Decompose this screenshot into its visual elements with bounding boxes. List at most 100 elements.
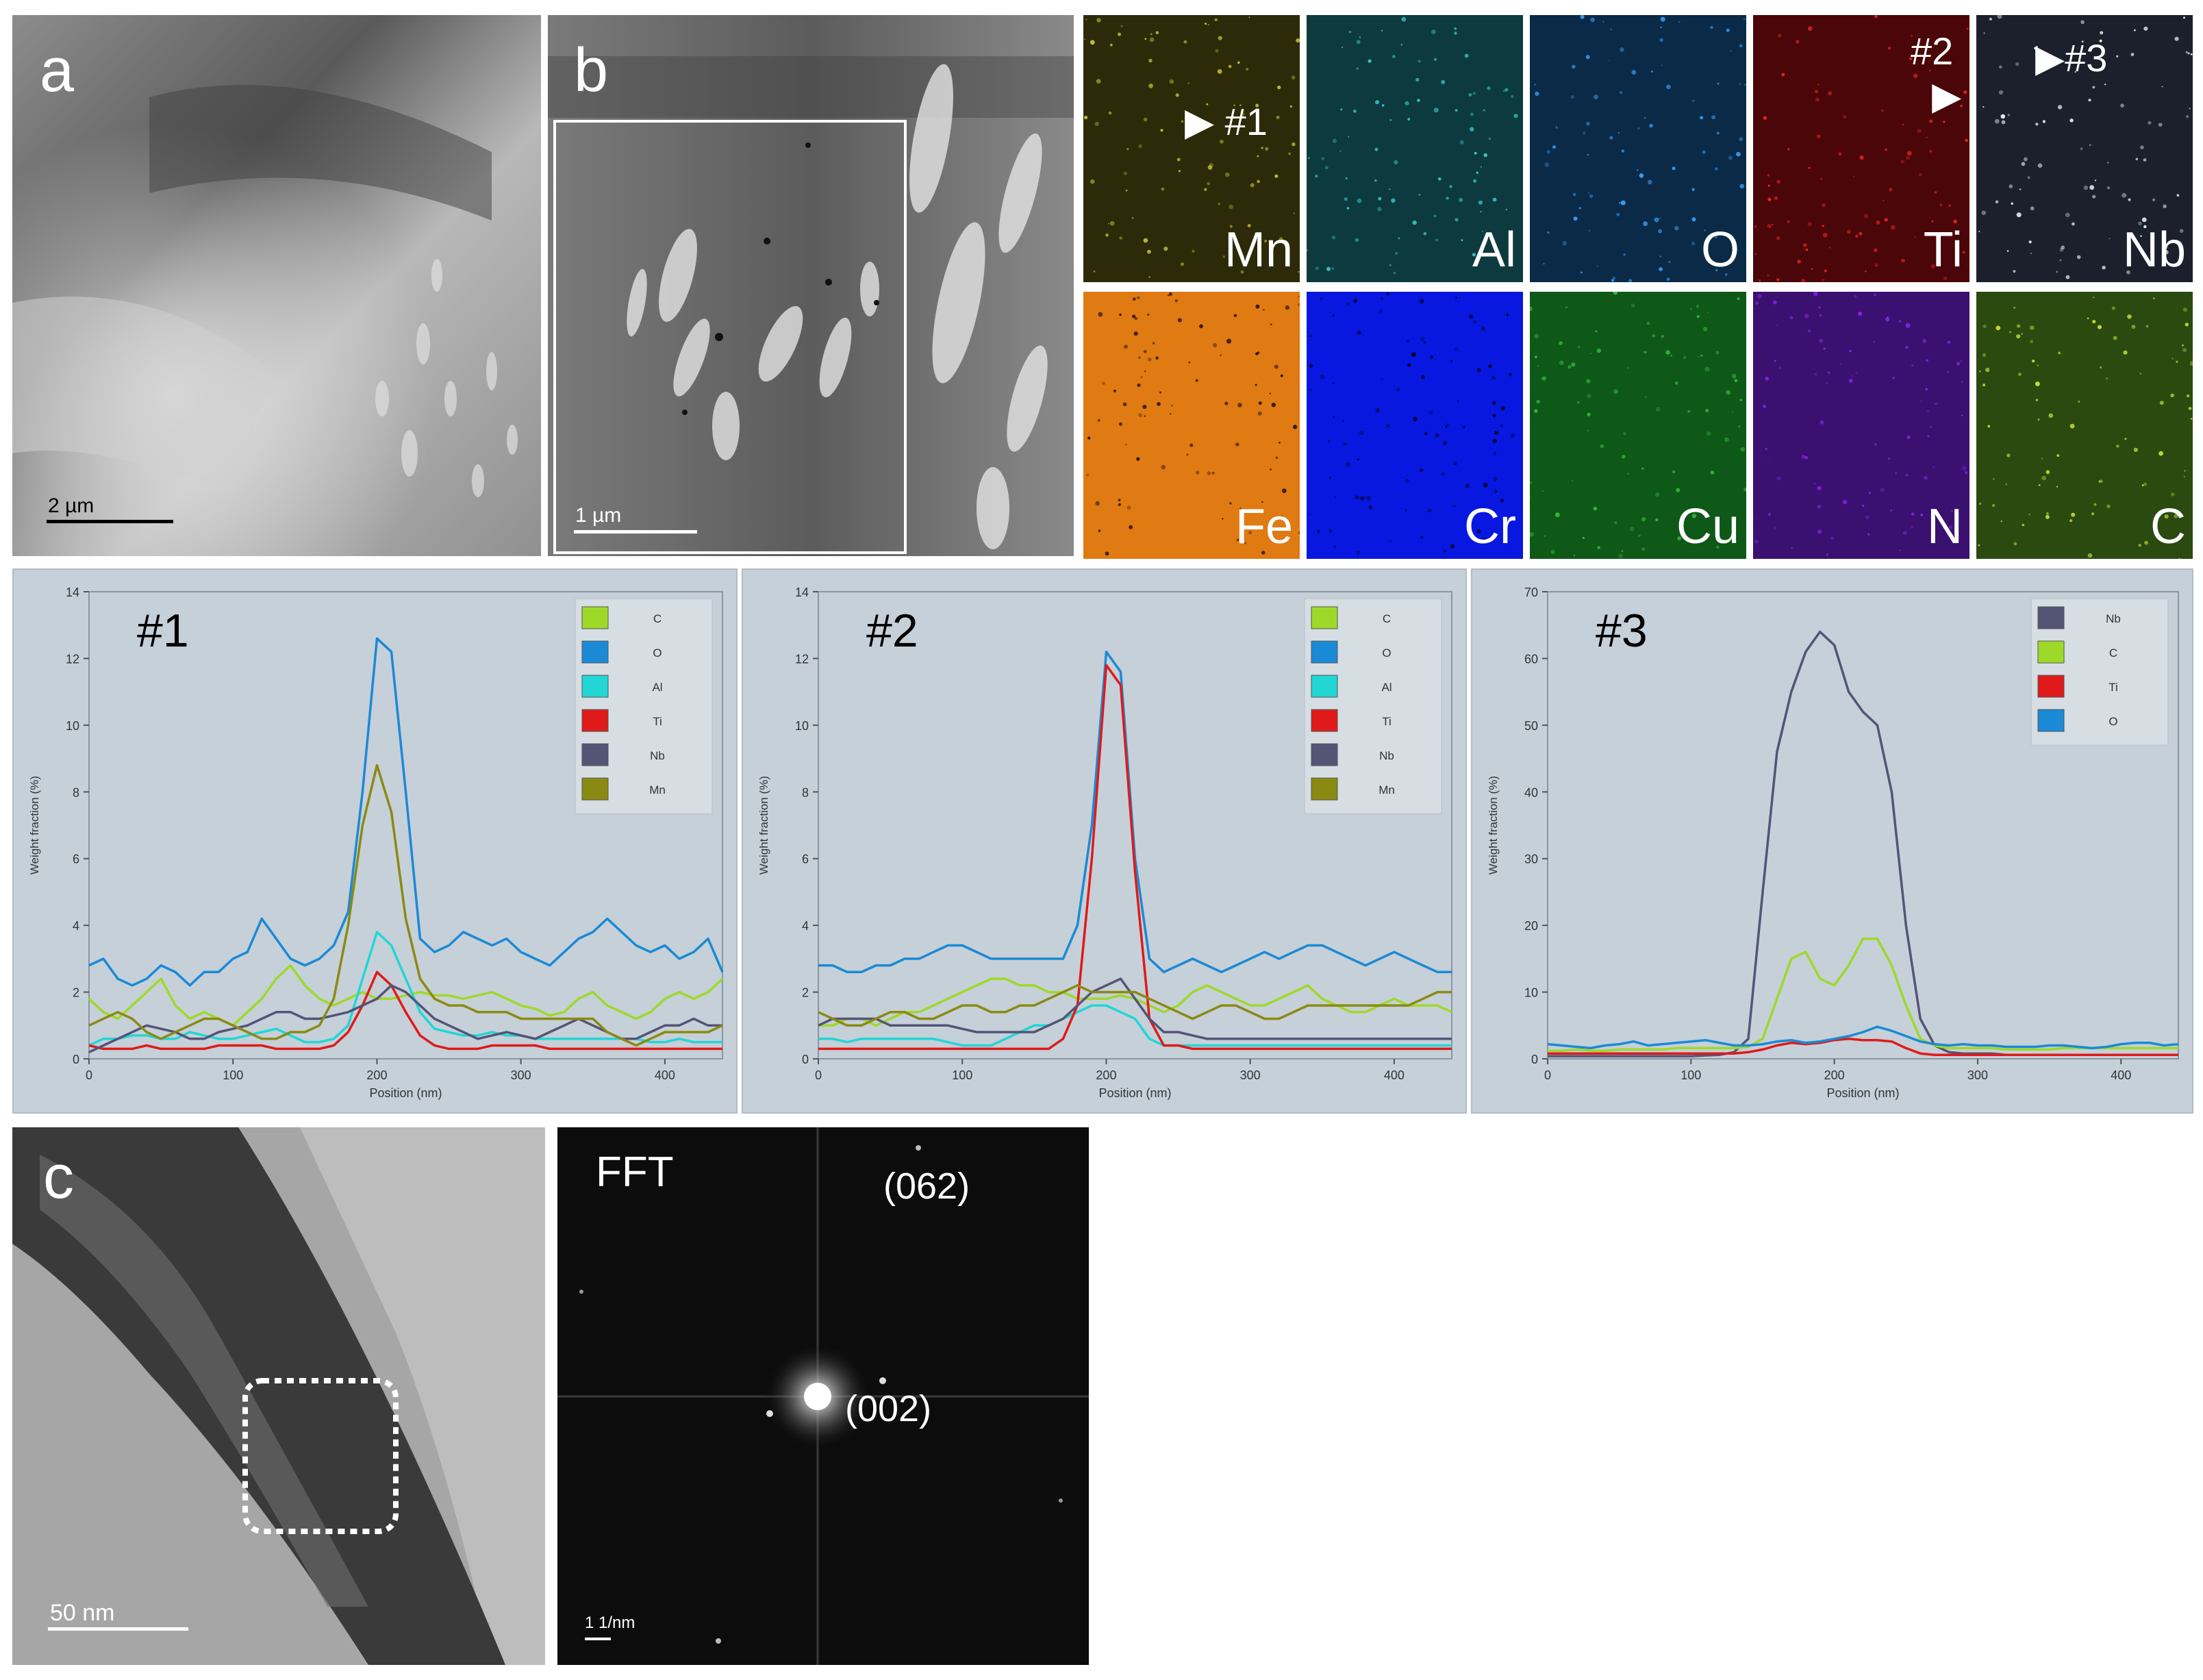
y-tick-label: 0: [802, 1053, 809, 1066]
scale-bar: [574, 530, 697, 534]
roi-box: [553, 120, 907, 554]
y-tick-label: 6: [73, 853, 79, 866]
legend-label: Ti: [653, 715, 662, 728]
y-tick-label: 60: [1524, 652, 1538, 666]
marker-3-label: #3: [2065, 36, 2108, 79]
y-tick-label: 0: [1531, 1053, 1538, 1066]
legend-swatch: [581, 640, 609, 664]
y-tick-label: 20: [1524, 919, 1538, 933]
y-tick-label: 2: [73, 986, 79, 1000]
eds-map-n: N: [1753, 292, 1969, 559]
line-profile-chart-3: 0 10 20 30 40 50 60 70 0 100 200 300 400 Position (nm…: [1471, 568, 2193, 1114]
x-axis-label: Position (nm): [1826, 1086, 1899, 1100]
y-tick-label: 8: [802, 786, 809, 799]
legend-label: Mn: [1379, 783, 1395, 797]
eds-map-label: Ti: [1923, 223, 1963, 277]
scale-bar-label: 50 nm: [50, 1600, 115, 1626]
y-axis-label: Weight fraction (%): [1487, 776, 1500, 875]
legend-swatch: [1311, 777, 1338, 801]
eds-map-label: O: [1700, 223, 1739, 277]
x-tick-label: 200: [366, 1068, 387, 1082]
tem-image-a: a 2 µm: [12, 15, 541, 556]
legend-label: C: [653, 612, 662, 625]
legend-label: O: [1382, 647, 1391, 660]
y-tick-label: 12: [795, 652, 809, 666]
legend-label: Nb: [650, 749, 665, 762]
x-tick-label: 0: [86, 1068, 92, 1082]
eds-map-label: Cu: [1676, 499, 1739, 554]
legend-label: O: [653, 647, 662, 660]
legend-swatch: [581, 606, 609, 629]
x-tick-label: 400: [2111, 1068, 2131, 1082]
legend-label: C: [2109, 647, 2117, 660]
marker-2: #2 ▶: [1911, 29, 1962, 117]
legend-label: Mn: [649, 783, 666, 797]
y-axis-label: Weight fraction (%): [757, 776, 770, 875]
eds-map-mn: Mn: [1083, 15, 1300, 282]
line-profile-chart-1: 0 2 4 6 8 10 12 14 0 100 200 300 400 Position (nm) Wei…: [12, 568, 738, 1114]
line-profile-chart-2: 0 2 4 6 8 10 12 14 0 100 200 300 400 Position (nm) Wei…: [742, 568, 1467, 1114]
scale-bar-label: 1 µm: [575, 504, 622, 527]
eds-map-label: Cr: [1464, 499, 1516, 554]
x-tick-label: 300: [1967, 1068, 1988, 1082]
legend-swatch: [1311, 675, 1338, 698]
series-line-c: [88, 964, 724, 1027]
legend-label: O: [2108, 715, 2117, 728]
y-tick-label: 4: [73, 919, 79, 933]
eds-map-label: Nb: [2122, 223, 2186, 277]
eds-map-nb: Nb: [1976, 15, 2193, 282]
marker-2-label: #2: [1911, 29, 1954, 73]
legend-label: Ti: [2108, 681, 2118, 694]
eds-map-cr: Cr: [1307, 292, 1523, 559]
legend-label: Al: [652, 681, 662, 694]
legend-swatch: [2037, 709, 2065, 732]
legend: [575, 598, 713, 814]
y-tick-label: 14: [66, 586, 79, 599]
eds-map-label: N: [1927, 499, 1963, 554]
scale-bar: [585, 1638, 611, 1640]
chart-title: #2: [866, 605, 918, 657]
series-line-mn: [88, 764, 723, 1047]
legend-label: Nb: [1379, 749, 1394, 762]
legend-swatch: [2037, 675, 2065, 698]
y-tick-label: 0: [73, 1053, 79, 1066]
scale-bar: [48, 1627, 188, 1631]
x-tick-label: 300: [1240, 1068, 1261, 1082]
eds-map-label: Mn: [1224, 223, 1293, 277]
eds-map-fe: Fe: [1083, 292, 1300, 559]
y-tick-label: 70: [1524, 586, 1538, 599]
legend-swatch: [1311, 743, 1338, 766]
y-tick-label: 50: [1524, 719, 1538, 733]
chart-title: #1: [137, 605, 189, 657]
series-line-ti: [1548, 1038, 2178, 1056]
x-tick-label: 100: [223, 1068, 243, 1082]
series-line-al: [818, 1004, 1452, 1047]
series-line-ti: [88, 970, 722, 1051]
eds-map-c: C: [1976, 292, 2193, 559]
y-axis-label: Weight fraction (%): [28, 776, 41, 875]
y-tick-label: 14: [795, 586, 809, 599]
y-tick-label: 10: [66, 719, 79, 733]
y-tick-label: 10: [1524, 986, 1538, 1000]
legend-swatch: [2037, 640, 2065, 664]
eds-map-label: C: [2150, 499, 2186, 554]
legend-label: Nb: [2106, 612, 2121, 625]
x-tick-label: 0: [1544, 1068, 1551, 1082]
panel-label-c: c: [43, 1143, 74, 1212]
y-tick-label: 12: [66, 652, 79, 666]
legend-swatch: [581, 675, 609, 698]
x-tick-label: 300: [511, 1068, 531, 1082]
tem-image-b: b 1 µm: [548, 15, 1074, 556]
series-line-o: [1547, 1025, 2179, 1050]
legend-swatch: [581, 743, 609, 766]
legend-swatch: [2037, 606, 2065, 629]
legend-swatch: [1311, 709, 1338, 732]
fft-pattern: FFT (062) (002) 1 1/nm: [557, 1127, 1089, 1665]
legend-swatch: [581, 777, 609, 801]
marker-1: ▶ #1: [1185, 100, 1268, 143]
spot-label-062: (062): [883, 1166, 970, 1207]
x-tick-label: 200: [1096, 1068, 1116, 1082]
x-axis-label: Position (nm): [1098, 1086, 1171, 1100]
legend-swatch: [1311, 640, 1338, 664]
legend-swatch: [581, 709, 609, 732]
